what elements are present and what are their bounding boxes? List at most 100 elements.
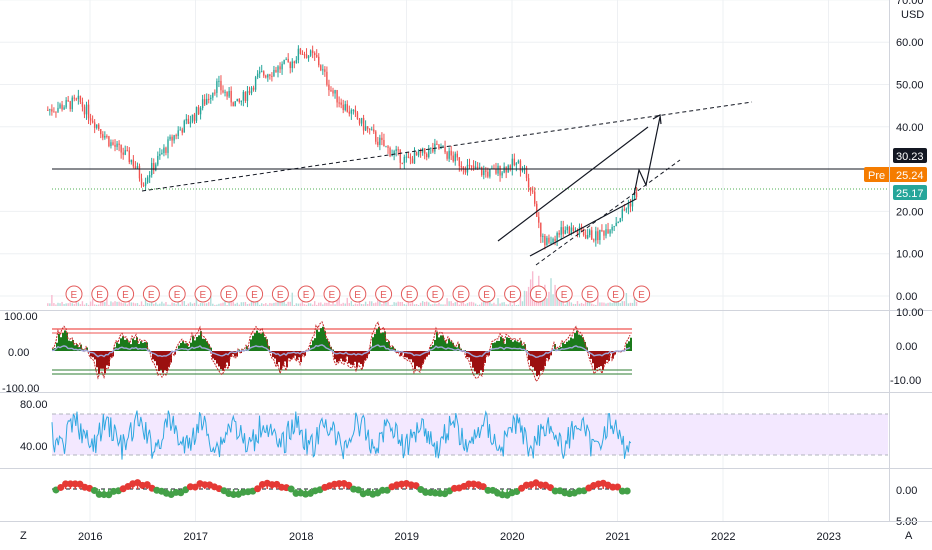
- volume-bar: [466, 303, 469, 306]
- earnings-marker[interactable]: [142, 285, 160, 303]
- volume-bar: [240, 302, 243, 306]
- earnings-marker[interactable]: [529, 285, 547, 303]
- candle-body: [546, 237, 548, 246]
- volume-bar: [167, 304, 169, 306]
- candle-body: [250, 87, 253, 94]
- earnings-marker[interactable]: [426, 285, 444, 303]
- channel-upper-line[interactable]: [497, 126, 649, 242]
- volume-bar: [250, 301, 253, 306]
- volume-bar: [273, 302, 275, 306]
- volume-bar: [601, 302, 603, 306]
- earnings-marker[interactable]: [452, 285, 470, 303]
- candle-body: [261, 71, 263, 73]
- osc-histogram-bar: [154, 351, 156, 362]
- volume-bar: [303, 304, 306, 306]
- volume-bar: [397, 301, 399, 306]
- candle-body: [301, 53, 304, 55]
- time-tick-label: 2017: [184, 531, 208, 543]
- osc-histogram-bar: [230, 351, 232, 357]
- osc-histogram-bar: [156, 351, 158, 366]
- candle-body: [193, 114, 196, 121]
- auto-scale-z-button[interactable]: Z: [20, 530, 27, 542]
- earnings-marker[interactable]: [194, 285, 212, 303]
- earnings-marker-label: E: [277, 290, 284, 301]
- earnings-marker[interactable]: [607, 285, 625, 303]
- osc-histogram-bar: [534, 351, 536, 371]
- earnings-marker[interactable]: [297, 285, 315, 303]
- osc-axis-right-top: 10.00: [896, 307, 924, 319]
- volume-bar: [67, 303, 69, 306]
- osc-histogram-bar: [536, 351, 538, 377]
- osc-histogram-bar: [222, 351, 224, 371]
- volume-bar: [334, 304, 336, 306]
- volume-bar: [409, 303, 412, 306]
- candle-body: [489, 169, 491, 177]
- candle-body: [234, 101, 236, 107]
- rsi-pane[interactable]: 80.00 40.00: [20, 399, 888, 460]
- osc-histogram-bar: [178, 345, 180, 351]
- candle-body: [81, 101, 84, 107]
- earnings-marker[interactable]: [478, 285, 496, 303]
- earnings-marker[interactable]: [271, 285, 289, 303]
- earnings-marker[interactable]: [375, 285, 393, 303]
- osc-histogram-bar: [478, 351, 480, 374]
- candle-body: [132, 159, 135, 167]
- time-axis[interactable]: 2016 2017 2018 2019 2020 2021 2022 2023: [78, 531, 841, 543]
- projection-path[interactable]: [633, 116, 661, 196]
- osc-histogram-bar: [216, 351, 218, 364]
- candle-body: [609, 230, 611, 234]
- long-term-trendline[interactable]: [141, 101, 753, 192]
- price-axis[interactable]: USD 70.00 60.00 50.00 40.00 20.00 10.00 0.00 3…: [864, 0, 932, 310]
- osc-histogram-bar: [226, 351, 228, 363]
- candle-body: [334, 90, 336, 94]
- osc-histogram-bar: [140, 341, 142, 351]
- earnings-marker[interactable]: [555, 285, 573, 303]
- momentum-dots-pane[interactable]: 0.00 5.00: [52, 479, 917, 528]
- trendline-drawings[interactable]: [52, 101, 890, 266]
- candle-body: [601, 230, 603, 232]
- earnings-marker[interactable]: [323, 285, 341, 303]
- volume-bar: [362, 304, 365, 306]
- channel-lower-dashed-line[interactable]: [535, 159, 681, 266]
- osc-histogram-bar: [382, 332, 384, 351]
- price-tick-label: 40.00: [896, 122, 924, 134]
- volume-bar: [142, 304, 145, 306]
- volume-bar: [387, 301, 389, 306]
- earnings-marker-label: E: [535, 290, 542, 301]
- earnings-marker[interactable]: [246, 285, 264, 303]
- earnings-marker[interactable]: [91, 285, 109, 303]
- earnings-marker[interactable]: [117, 285, 135, 303]
- channel-lower-line[interactable]: [529, 198, 637, 257]
- volume-bar: [472, 302, 475, 306]
- candle-body: [157, 155, 159, 165]
- earnings-marker[interactable]: [220, 285, 238, 303]
- earnings-marker[interactable]: [349, 285, 367, 303]
- candle-body: [558, 232, 560, 235]
- price-tick-label: 10.00: [896, 249, 924, 261]
- volume-bar: [289, 301, 291, 306]
- earnings-marker[interactable]: [581, 285, 599, 303]
- candle-body: [576, 230, 579, 234]
- candle-body: [71, 97, 73, 110]
- volume-bar: [208, 302, 210, 306]
- osc-histogram-bar: [374, 334, 376, 351]
- earnings-marker[interactable]: [65, 285, 83, 303]
- earnings-marker-label: E: [432, 290, 439, 301]
- volume-bar: [487, 302, 489, 306]
- earnings-marker[interactable]: [400, 285, 418, 303]
- auto-scale-a-button[interactable]: A: [905, 530, 913, 542]
- volume-bar: [189, 302, 192, 306]
- volume-bar: [366, 303, 369, 306]
- osc-histogram-bar: [280, 351, 282, 370]
- oscillator-pane[interactable]: 100.00 0.00 -100.00 10.00 0.00 -10.00: [2, 307, 924, 395]
- earnings-marker[interactable]: [504, 285, 522, 303]
- osc-histogram-bar: [384, 331, 386, 351]
- osc-histogram-bar: [394, 348, 396, 351]
- volume-bar: [348, 303, 351, 306]
- earnings-marker[interactable]: [633, 285, 651, 303]
- earnings-marker[interactable]: [168, 285, 186, 303]
- candle-body: [458, 157, 461, 167]
